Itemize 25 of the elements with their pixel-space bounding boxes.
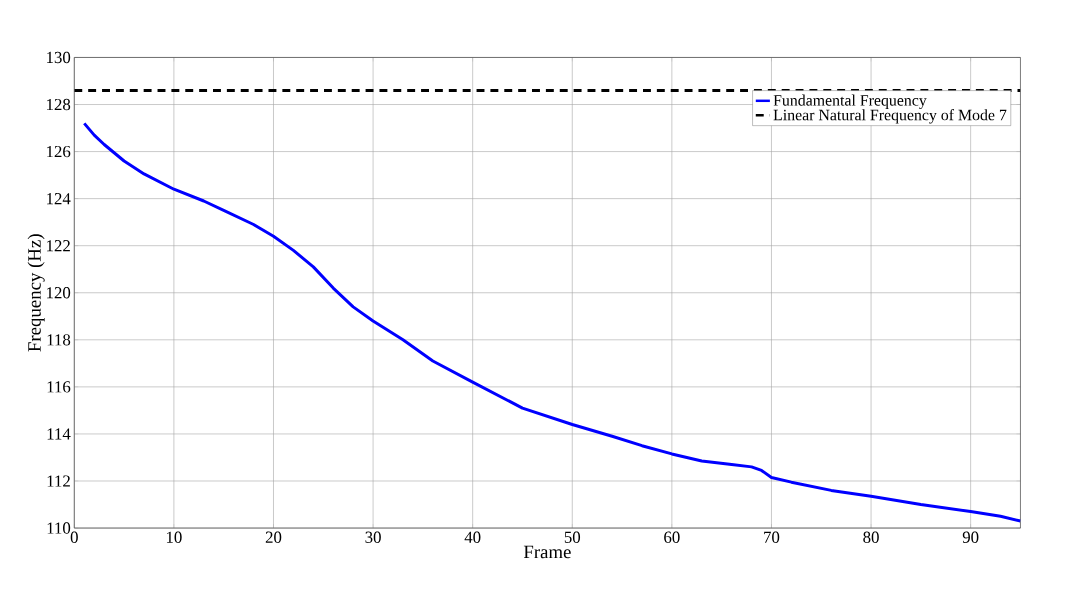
- y-axis-title: Frequency (Hz): [27, 234, 45, 352]
- y-tick-label: 124: [47, 192, 71, 204]
- y-tick-label: 110: [47, 522, 71, 534]
- x-tick-label: 20: [265, 531, 282, 543]
- y-tick-label: 112: [47, 475, 70, 487]
- y-tick-label: 114: [47, 428, 71, 440]
- y-tick-label: 122: [47, 239, 70, 252]
- x-axis-title: Frame: [523, 545, 571, 559]
- x-tick-label: 50: [564, 531, 581, 543]
- y-tick-label: 120: [47, 286, 71, 299]
- y-tick-label: 118: [47, 333, 71, 346]
- x-tick-label: 90: [962, 531, 979, 543]
- y-tick-label: 116: [47, 380, 71, 393]
- y-tick-label: 130: [47, 51, 71, 63]
- x-tick-label: 40: [464, 531, 481, 543]
- legend-label: Linear Natural Frequency of Mode 7: [773, 108, 1007, 124]
- x-tick-label: 30: [365, 531, 381, 543]
- x-tick-label: 80: [863, 531, 879, 543]
- y-tick-label: 126: [47, 145, 71, 158]
- x-tick-label: 0: [70, 531, 78, 543]
- x-tick-label: 60: [664, 531, 680, 543]
- x-tick-label: 10: [166, 531, 182, 543]
- x-tick-label: 70: [764, 531, 780, 543]
- legend-label: Fundamental Frequency: [773, 94, 927, 109]
- y-tick-label: 128: [47, 98, 71, 110]
